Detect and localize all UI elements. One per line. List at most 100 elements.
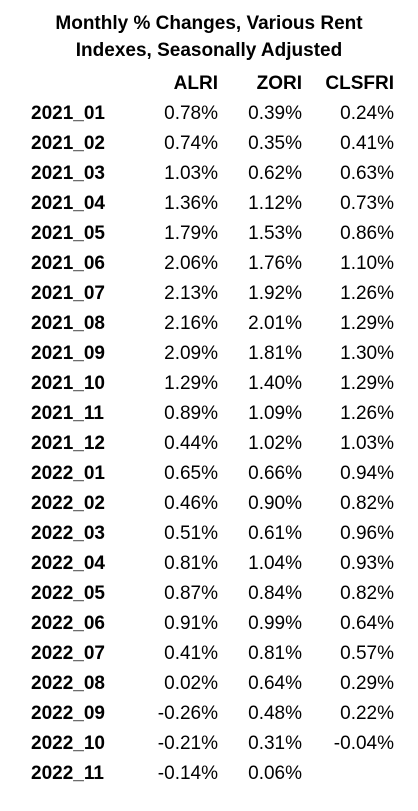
cell-clsfri: 0.24%: [340, 103, 394, 124]
cell-zori: 1.09%: [248, 403, 302, 424]
cell-alri: 2.13%: [164, 283, 218, 304]
table-row: 2022_03 0.51% 0.61% 0.96%: [0, 519, 418, 549]
table-row: 2022_10 -0.21% 0.31% -0.04%: [0, 729, 418, 759]
table-row: 2021_11 0.89% 1.09% 1.26%: [0, 399, 418, 429]
table-row: 2022_07 0.41% 0.81% 0.57%: [0, 639, 418, 669]
cell-clsfri: 0.63%: [340, 163, 394, 184]
row-date-label: 2021_01: [31, 103, 105, 124]
cell-alri: 2.16%: [164, 313, 218, 334]
cell-alri: 0.87%: [164, 583, 218, 604]
cell-clsfri: -0.04%: [333, 733, 394, 754]
table-row: 2021_04 1.36% 1.12% 0.73%: [0, 189, 418, 219]
table-row: 2022_05 0.87% 0.84% 0.82%: [0, 579, 418, 609]
row-date-label: 2021_10: [31, 373, 105, 394]
cell-zori: 0.39%: [248, 103, 302, 124]
cell-zori: 1.40%: [248, 373, 302, 394]
table-row: 2021_05 1.79% 1.53% 0.86%: [0, 219, 418, 249]
table-row: 2022_06 0.91% 0.99% 0.64%: [0, 609, 418, 639]
cell-alri: 1.36%: [164, 193, 218, 214]
table-title-line-1: Monthly % Changes, Various Rent: [55, 13, 363, 34]
table-row: 2022_08 0.02% 0.64% 0.29%: [0, 669, 418, 699]
cell-alri: -0.14%: [157, 763, 218, 784]
cell-alri: -0.26%: [157, 703, 218, 724]
row-date-label: 2022_05: [31, 583, 105, 604]
column-header-alri: ALRI: [173, 73, 218, 94]
cell-alri: 0.74%: [164, 133, 218, 154]
cell-alri: 0.46%: [164, 493, 218, 514]
cell-clsfri: 0.73%: [340, 193, 394, 214]
cell-zori: 0.81%: [248, 643, 302, 664]
cell-zori: 1.04%: [248, 553, 302, 574]
cell-clsfri: 1.29%: [340, 373, 394, 394]
cell-zori: 1.53%: [248, 223, 302, 244]
cell-clsfri: 0.29%: [340, 673, 394, 694]
cell-zori: 0.61%: [248, 523, 302, 544]
row-date-label: 2022_06: [31, 613, 105, 634]
cell-alri: 0.81%: [164, 553, 218, 574]
cell-zori: 1.02%: [248, 433, 302, 454]
row-date-label: 2021_12: [31, 433, 105, 454]
cell-zori: 0.90%: [248, 493, 302, 514]
row-date-label: 2021_02: [31, 133, 105, 154]
row-date-label: 2022_10: [31, 733, 105, 754]
cell-clsfri: 1.29%: [340, 313, 394, 334]
cell-clsfri: 0.82%: [340, 493, 394, 514]
cell-alri: 1.29%: [164, 373, 218, 394]
cell-clsfri: 0.57%: [340, 643, 394, 664]
table-row: 2022_01 0.65% 0.66% 0.94%: [0, 459, 418, 489]
cell-zori: 0.06%: [248, 763, 302, 784]
cell-clsfri: 0.82%: [340, 583, 394, 604]
cell-zori: 0.31%: [248, 733, 302, 754]
table-row: 2021_09 2.09% 1.81% 1.30%: [0, 339, 418, 369]
cell-alri: 0.44%: [164, 433, 218, 454]
cell-alri: 0.91%: [164, 613, 218, 634]
cell-clsfri: 0.64%: [340, 613, 394, 634]
cell-clsfri: 1.26%: [340, 403, 394, 424]
table-row: 2021_03 1.03% 0.62% 0.63%: [0, 159, 418, 189]
cell-clsfri: 0.93%: [340, 553, 394, 574]
cell-alri: -0.21%: [157, 733, 218, 754]
cell-zori: 1.92%: [248, 283, 302, 304]
cell-clsfri: 1.03%: [340, 433, 394, 454]
cell-clsfri: 1.10%: [340, 253, 394, 274]
table-row: 2021_07 2.13% 1.92% 1.26%: [0, 279, 418, 309]
row-date-label: 2022_01: [31, 463, 105, 484]
cell-alri: 0.51%: [164, 523, 218, 544]
table-row: 2022_09 -0.26% 0.48% 0.22%: [0, 699, 418, 729]
cell-clsfri: 1.30%: [340, 343, 394, 364]
cell-zori: 0.99%: [248, 613, 302, 634]
row-date-label: 2021_06: [31, 253, 105, 274]
column-header-clsfri: CLSFRI: [325, 73, 394, 94]
table-row: 2022_04 0.81% 1.04% 0.93%: [0, 549, 418, 579]
row-date-label: 2022_09: [31, 703, 105, 724]
cell-zori: 0.84%: [248, 583, 302, 604]
row-date-label: 2021_07: [31, 283, 105, 304]
cell-zori: 2.01%: [248, 313, 302, 334]
cell-zori: 0.66%: [248, 463, 302, 484]
row-date-label: 2022_03: [31, 523, 105, 544]
cell-alri: 2.09%: [164, 343, 218, 364]
row-date-label: 2022_11: [31, 763, 104, 784]
cell-alri: 1.03%: [164, 163, 218, 184]
table-row: 2021_12 0.44% 1.02% 1.03%: [0, 429, 418, 459]
row-date-label: 2021_09: [31, 343, 105, 364]
row-date-label: 2021_04: [31, 193, 105, 214]
cell-alri: 2.06%: [164, 253, 218, 274]
cell-alri: 0.65%: [164, 463, 218, 484]
cell-zori: 0.62%: [248, 163, 302, 184]
cell-zori: 0.48%: [248, 703, 302, 724]
row-date-label: 2022_08: [31, 673, 105, 694]
cell-alri: 0.41%: [164, 643, 218, 664]
cell-alri: 1.79%: [164, 223, 218, 244]
row-date-label: 2021_05: [31, 223, 105, 244]
cell-clsfri: 1.26%: [340, 283, 394, 304]
table-row: 2021_08 2.16% 2.01% 1.29%: [0, 309, 418, 339]
table-row: 2021_02 0.74% 0.35% 0.41%: [0, 129, 418, 159]
table-row: 2022_02 0.46% 0.90% 0.82%: [0, 489, 418, 519]
cell-alri: 0.02%: [164, 673, 218, 694]
cell-clsfri: 0.22%: [340, 703, 394, 724]
cell-alri: 0.89%: [164, 403, 218, 424]
cell-alri: 0.78%: [164, 103, 218, 124]
cell-zori: 1.12%: [248, 193, 302, 214]
